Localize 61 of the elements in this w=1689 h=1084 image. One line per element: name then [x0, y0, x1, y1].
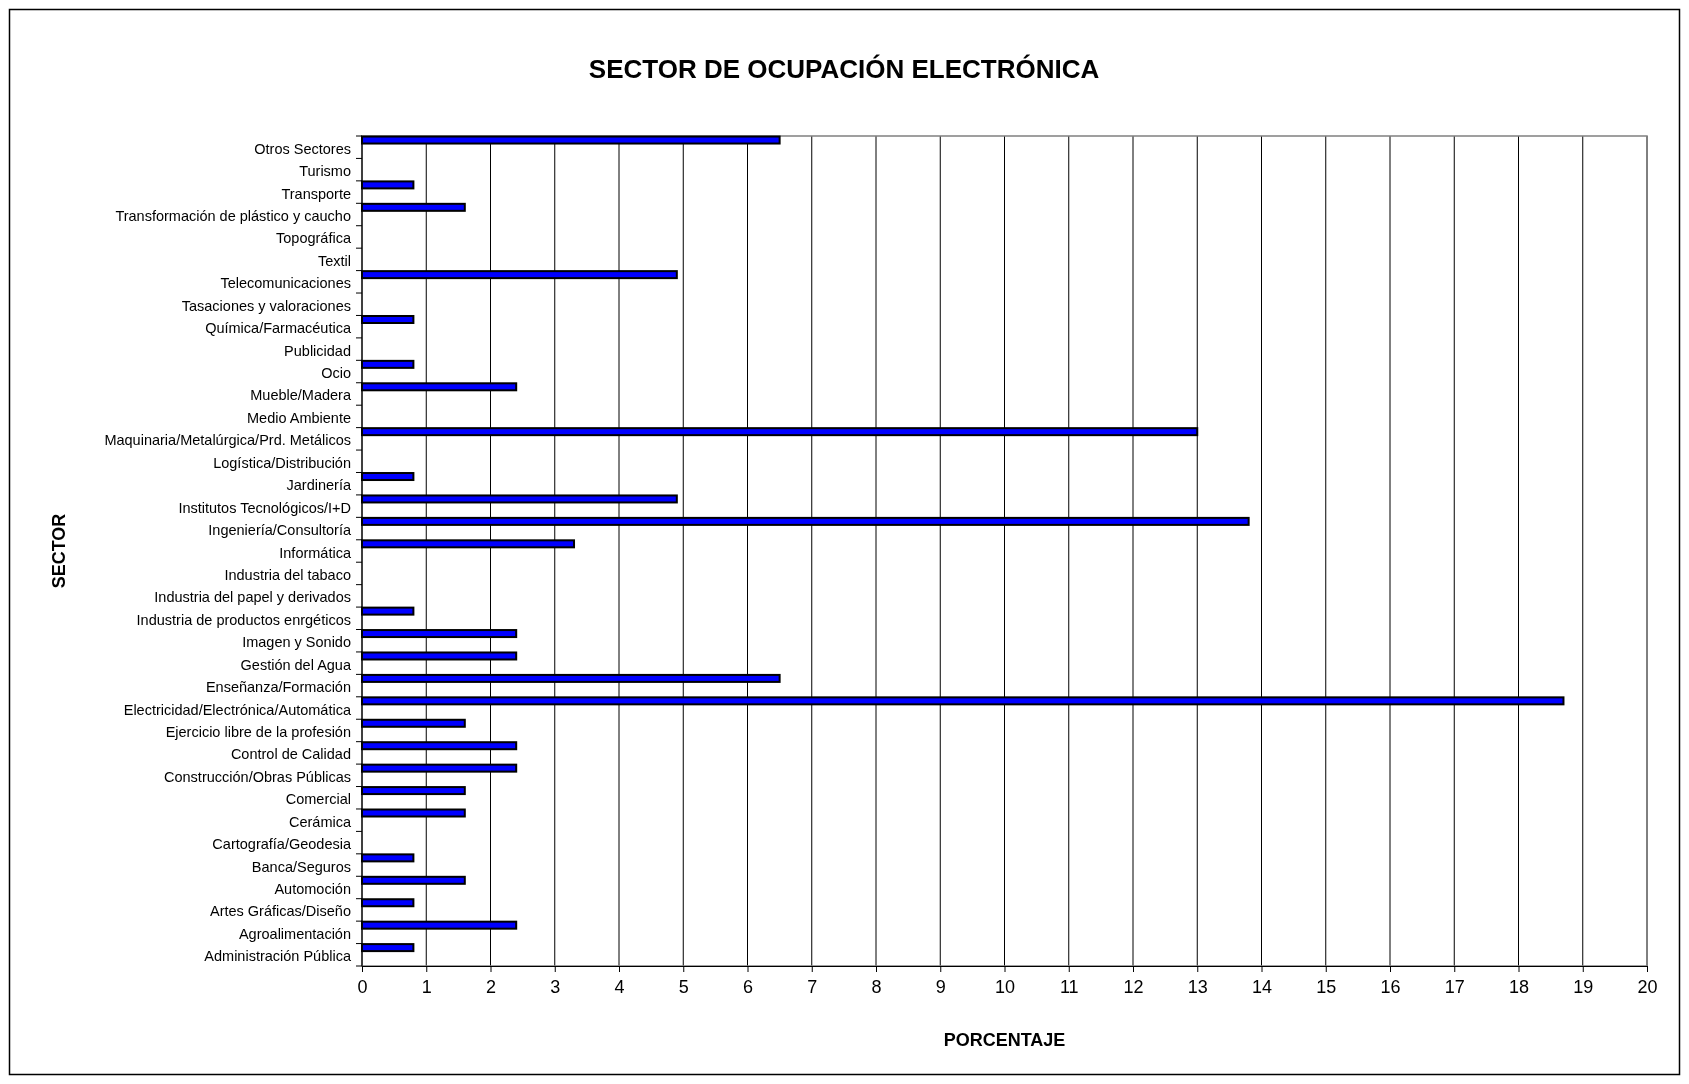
- y-tick-label: Gestión del Agua: [240, 656, 352, 673]
- y-tick-label: Imagen y Sonido: [242, 634, 351, 651]
- y-tick-label: Tasaciones y valoraciones: [181, 297, 351, 314]
- y-tick-label: Maquinaria/Metalúrgica/Prd. Metálicos: [104, 432, 351, 449]
- x-tick-label: 16: [1380, 976, 1401, 997]
- y-tick-label: Comercial: [285, 791, 351, 808]
- y-tick-label: Ingeniería/Consultoría: [208, 522, 352, 539]
- y-tick-label: Cartografía/Geodesia: [212, 836, 352, 853]
- y-tick-label: Transporte: [281, 185, 351, 202]
- y-tick-label: Transformación de plástico y caucho: [115, 208, 351, 225]
- chart-title: SECTOR DE OCUPACIÓN ELECTRÓNICA: [588, 53, 1100, 84]
- x-tick-label: 18: [1508, 976, 1530, 997]
- x-tick-label: 5: [678, 976, 689, 997]
- y-tick-label: Informática: [279, 544, 352, 561]
- x-tick-label: 7: [807, 976, 818, 997]
- y-tick-label: Agroalimentación: [238, 925, 351, 942]
- x-tick-label: 15: [1316, 976, 1337, 997]
- y-tick-label: Química/Farmacéutica: [205, 320, 352, 337]
- y-tick-label: Electricidad/Electrónica/Automática: [123, 701, 352, 718]
- x-tick-label: 19: [1573, 976, 1594, 997]
- y-tick-label: Administración Pública: [204, 948, 352, 965]
- y-tick-label: Industria del tabaco: [224, 566, 351, 583]
- x-axis-title: PORCENTAJE: [943, 1029, 1066, 1050]
- x-tick-label: 17: [1444, 976, 1465, 997]
- y-tick-label: Ocio: [321, 365, 351, 382]
- y-tick-label: Turismo: [299, 163, 351, 180]
- y-tick-label: Cerámica: [288, 813, 352, 830]
- y-tick-label: Textil: [317, 252, 351, 269]
- x-tick-label: 11: [1059, 976, 1079, 997]
- y-tick-label: Otros Sectores: [254, 140, 351, 157]
- y-tick-label: Automoción: [274, 881, 351, 898]
- x-tick-label: 13: [1187, 976, 1208, 997]
- x-tick-label: 4: [614, 976, 625, 997]
- y-tick-label: Mueble/Madera: [250, 387, 352, 404]
- x-tick-label: 14: [1251, 976, 1273, 997]
- y-tick-label: Telecomunicaciones: [220, 275, 351, 292]
- x-tick-label: 2: [485, 976, 497, 997]
- y-tick-label: Control de Calidad: [230, 746, 351, 763]
- y-tick-label: Banca/Seguros: [251, 858, 351, 875]
- y-tick-label: Industria de productos enrgéticos: [136, 611, 351, 628]
- x-tick-label: 9: [935, 976, 946, 997]
- x-tick-label: 12: [1123, 976, 1144, 997]
- y-tick-label: Logística/Distribución: [213, 454, 351, 471]
- y-tick-label: Topográfica: [276, 230, 352, 247]
- x-tick-label: 6: [742, 976, 754, 997]
- y-tick-label: Artes Gráficas/Diseño: [209, 903, 351, 920]
- x-tick-label: 3: [550, 976, 561, 997]
- x-tick-label: 8: [871, 976, 882, 997]
- y-tick-label: Institutos Tecnológicos/I+D: [178, 499, 351, 516]
- y-tick-label: Jardinería: [286, 477, 352, 494]
- y-tick-label: Industria del papel y derivados: [154, 589, 351, 606]
- y-tick-label: Construcción/Obras Públicas: [164, 768, 351, 785]
- x-tick-label: 20: [1637, 976, 1658, 997]
- y-tick-label: Medio Ambiente: [247, 409, 351, 426]
- x-tick-label: 0: [357, 976, 368, 997]
- y-axis-title: SECTOR: [48, 513, 69, 589]
- y-tick-label: Publicidad: [284, 342, 351, 359]
- y-tick-label: Enseñanza/Formación: [205, 679, 351, 696]
- x-tick-label: 1: [421, 976, 432, 997]
- x-tick-label: 10: [994, 976, 1016, 997]
- y-tick-label: Ejercicio libre de la profesión: [165, 723, 351, 740]
